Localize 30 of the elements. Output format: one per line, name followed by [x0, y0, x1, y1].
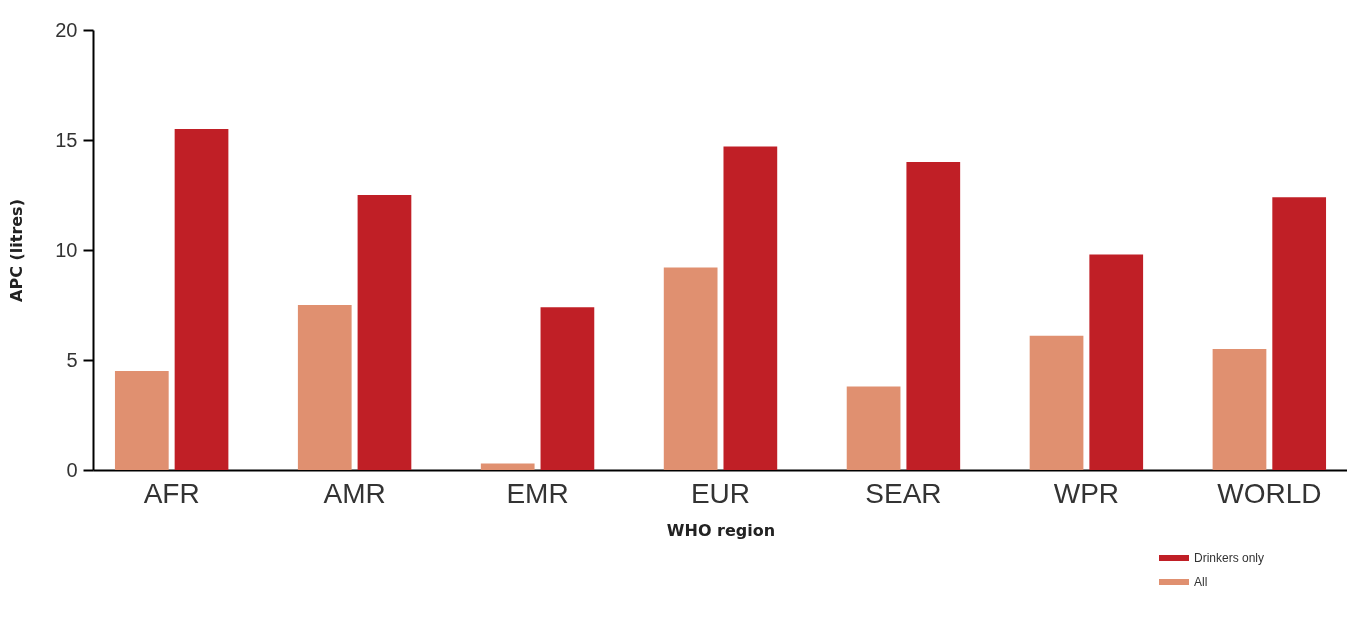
- y-tick-label: 0: [66, 458, 78, 481]
- y-tick-label: 10: [55, 238, 78, 261]
- y-tick-label: 15: [55, 128, 78, 151]
- x-tick-label: WPR: [1053, 477, 1120, 509]
- bar: [1212, 349, 1267, 470]
- x-tick-label: SEAR: [865, 477, 942, 509]
- x-tick-label: WORLD: [1217, 477, 1322, 509]
- bar: [357, 195, 412, 470]
- y-tick-label: 5: [66, 348, 78, 371]
- bar: [1272, 197, 1327, 470]
- bar: [1029, 335, 1084, 470]
- bar: [174, 129, 229, 470]
- bar: [1089, 254, 1144, 470]
- x-tick-label: EUR: [690, 477, 751, 509]
- bar: [906, 162, 961, 470]
- legend-label: All: [1194, 575, 1208, 589]
- y-axis-title: APC (litres): [7, 199, 27, 302]
- bar: [846, 386, 901, 470]
- bar: [114, 371, 169, 470]
- bar: [480, 463, 535, 470]
- y-tick-label: 20: [55, 18, 78, 41]
- bar: [663, 267, 718, 470]
- x-tick-label: AFR: [143, 477, 200, 509]
- x-axis-title: WHO region: [666, 520, 776, 540]
- legend-label: Drinkers only: [1194, 551, 1265, 565]
- x-tick-label: EMR: [506, 477, 569, 509]
- bar: [540, 307, 595, 470]
- bar: [297, 305, 352, 470]
- x-tick-label: AMR: [323, 477, 386, 509]
- bar: [723, 146, 778, 470]
